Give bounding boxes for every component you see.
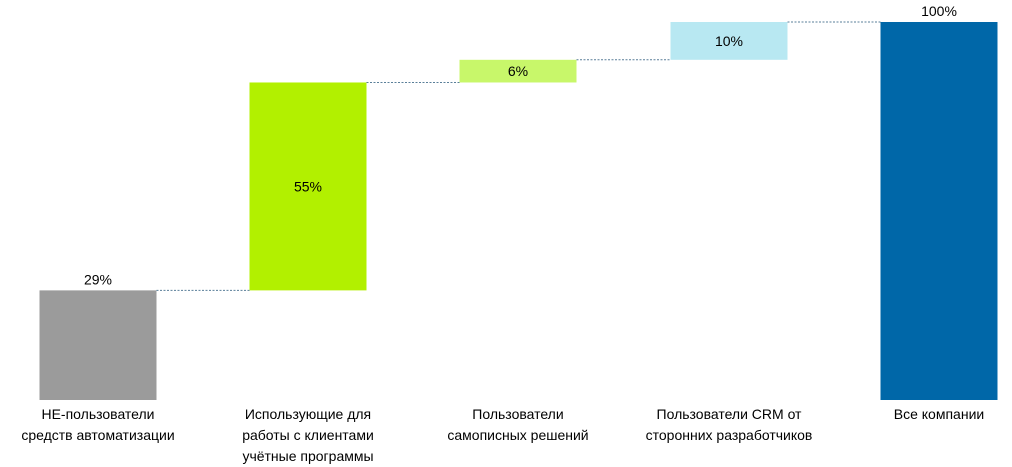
category-label-5: Все компании [839, 404, 1012, 425]
data-label-2: 55% [294, 178, 322, 194]
bar-2 [249, 82, 367, 291]
category-label-line: НЕ-пользователи [41, 406, 155, 422]
bar-1 [39, 290, 157, 400]
category-label-line: работы с клиентами [242, 427, 374, 443]
data-label-4: 10% [715, 33, 743, 49]
bar-3 [459, 59, 577, 83]
category-label-line: Пользователи CRM от [656, 406, 802, 422]
category-label-4: Пользователи CRM от сторонних разработчик… [629, 404, 829, 446]
category-label-line: Пользователи [472, 406, 564, 422]
category-label-line: Использующие для [244, 406, 372, 422]
category-label-line: средств автоматизации [21, 427, 175, 443]
bar-5 [880, 22, 998, 400]
data-label-3: 6% [508, 63, 528, 79]
data-label-5: 100% [921, 3, 957, 19]
category-label-line: Все компании [893, 406, 985, 422]
category-label-line: сторонних разработчиков [645, 427, 813, 443]
category-label-line: самописных решений [447, 427, 589, 443]
data-label-1: 29% [84, 271, 112, 287]
bar-4 [670, 22, 788, 60]
category-label-1: НЕ-пользователи средств автоматизации [0, 404, 198, 446]
waterfall-chart: 29% 55% 6% 10% 100% [39, 3, 998, 400]
category-label-line: учётные программы [242, 448, 374, 464]
category-label-2: Использующие для работы с клиентами учётны… [208, 404, 408, 467]
category-label-3: Пользователи самописных решений [418, 404, 618, 446]
